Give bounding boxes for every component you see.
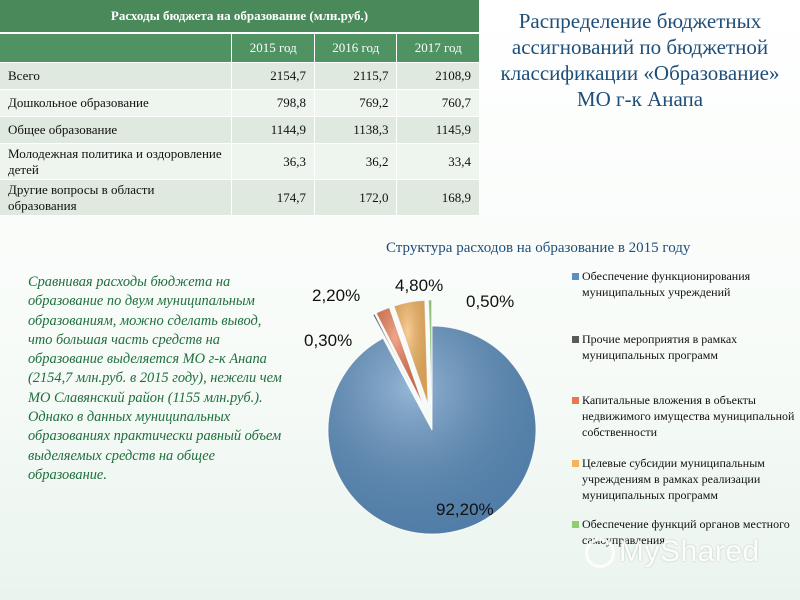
year-2015: 2015 год bbox=[231, 33, 315, 63]
legend-item: Прочие мероприятия в рамках муниципальны… bbox=[572, 331, 800, 363]
slide-title: Распределение бюджетных ассигнований по … bbox=[480, 8, 800, 112]
pie-slice-shade bbox=[372, 313, 422, 407]
legend-item: Обеспечение функционирования муниципальн… bbox=[572, 268, 800, 300]
pie-slice-shade bbox=[428, 300, 432, 405]
watermark-logo: MyShared bbox=[585, 535, 760, 569]
table-row: Молодежная политика и оздоровление детей… bbox=[0, 143, 480, 180]
slide-title-line: МО г-к Анапа bbox=[576, 87, 704, 111]
table-row: Общее образование 1144,9 1138,3 1145,9 bbox=[0, 116, 480, 144]
legend-swatch bbox=[572, 397, 579, 404]
pie-label-4-80: 4,80% bbox=[395, 276, 444, 295]
chart-title: Структура расходов на образование в 2015… bbox=[386, 240, 691, 256]
legend-swatch bbox=[572, 336, 579, 343]
pie-slice-shade bbox=[328, 326, 536, 534]
watermark-icon bbox=[585, 538, 615, 569]
pie-slice-shade bbox=[394, 300, 429, 405]
legend-swatch bbox=[572, 460, 579, 467]
table-row: Дошкольное образование 798,8 769,2 760,7 bbox=[0, 89, 480, 117]
legend-item: Целевые субсидии муниципальным учреждени… bbox=[572, 455, 800, 503]
table-row: Другие вопросы в области образования 174… bbox=[0, 179, 480, 216]
legend-item: Капитальные вложения в объекты недвижимо… bbox=[572, 392, 800, 440]
legend-label: Обеспечение функционирования муниципальн… bbox=[582, 269, 751, 299]
year-2016: 2016 год bbox=[314, 33, 398, 63]
pie-label-0-30: 0,30% bbox=[304, 331, 353, 350]
pie-label-92-20: 92,20% bbox=[436, 500, 494, 519]
pie-label-2-20: 2,20% bbox=[312, 286, 361, 305]
pie-label-0-50: 0,50% bbox=[466, 292, 515, 311]
table-row: Всего 2154,7 2115,7 2108,9 bbox=[0, 62, 480, 90]
slide-title-line: ассигнований по бюджетной bbox=[511, 35, 769, 59]
table-header: Расходы бюджета на образование (млн.руб.… bbox=[0, 0, 480, 34]
watermark-text: MyShared bbox=[619, 535, 760, 568]
pie-slice-shade bbox=[376, 307, 424, 406]
legend-label: Целевые субсидии муниципальным учреждени… bbox=[582, 456, 765, 502]
legend-label: Прочие мероприятия в рамках муниципальны… bbox=[582, 332, 738, 362]
slide-title-line: классификации «Образование» bbox=[500, 61, 780, 85]
description-text: Сравнивая расходы бюджета на образование… bbox=[28, 274, 282, 483]
budget-table: Расходы бюджета на образование (млн.руб.… bbox=[0, 0, 480, 216]
slide-title-line: Распределение бюджетных bbox=[518, 9, 762, 33]
legend-label: Капитальные вложения в объекты недвижимо… bbox=[582, 393, 795, 439]
year-header-row: 2015 год 2016 год 2017 год bbox=[0, 33, 480, 63]
legend-swatch bbox=[572, 521, 579, 528]
year-2017: 2017 год bbox=[396, 33, 480, 63]
pie-chart bbox=[327, 299, 537, 535]
legend-swatch bbox=[572, 273, 579, 280]
